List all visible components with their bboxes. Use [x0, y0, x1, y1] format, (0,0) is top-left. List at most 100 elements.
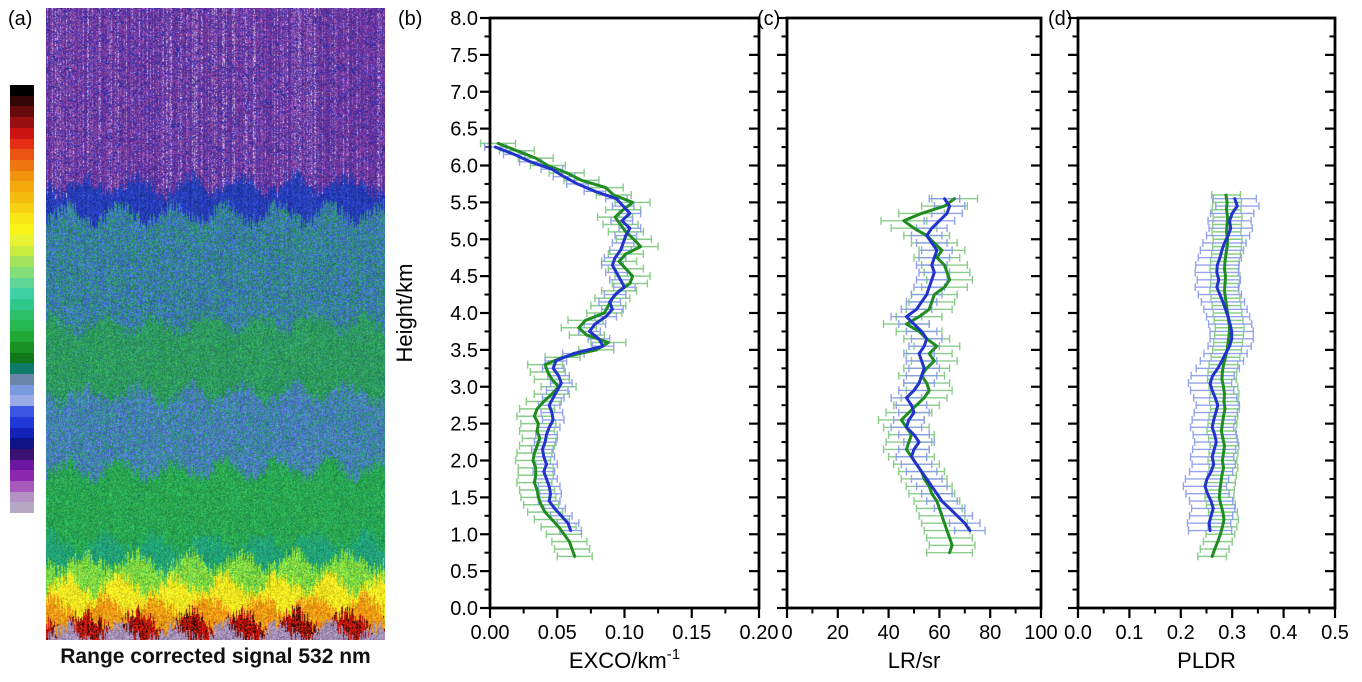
panel-(b): 0.0 0.5 1.0 1.5 2.0 2.5 3.0 3.5 4.0 4.5 5.0 5.5 6.0 6…	[392, 8, 778, 673]
x-tick-label: 0.20	[740, 622, 779, 644]
x-tick-label: 0.00	[471, 622, 510, 644]
x-tick-label: 0.10	[605, 622, 644, 644]
y-tick-label: 3.0	[450, 377, 478, 399]
y-tick-label: 4.0	[450, 303, 478, 325]
x-axis-title-main: PLDR	[1177, 648, 1236, 673]
y-tick-label: 7.5	[450, 45, 478, 67]
x-tick-label: 0.15	[672, 622, 711, 644]
colorbar-segment	[10, 277, 34, 289]
colorbar-segment	[10, 406, 34, 417]
colorbar-segment	[10, 95, 34, 107]
colorbar-segment	[10, 320, 34, 332]
x-axis-title-sup: -1	[667, 646, 680, 663]
colorbar-segment	[10, 192, 34, 203]
colorbar-segment	[10, 170, 34, 182]
colorbar-segment	[10, 256, 34, 267]
colorbar-segment	[10, 202, 34, 214]
x-tick-label: 100	[1024, 622, 1057, 644]
colorbar-segment	[10, 491, 34, 503]
colorbar-segment	[10, 138, 34, 150]
y-tick-label: 7.0	[450, 82, 478, 104]
colorbar-segment	[10, 213, 34, 225]
colorbar-segment	[10, 502, 34, 514]
y-tick-label: 4.5	[450, 266, 478, 288]
panel-(c): 0 20 40 60 80 100 LR/sr	[777, 16, 1058, 673]
panel-label-c: (c)	[757, 8, 781, 30]
profile-line-blue	[1203, 197, 1239, 533]
x-tick-label: 0	[781, 622, 792, 644]
x-tick-label: 0.4	[1270, 622, 1298, 644]
plot-box	[785, 16, 1043, 610]
y-tick-label: 5.0	[450, 229, 478, 251]
x-tick-label: 0.5	[1321, 622, 1349, 644]
panel-label-a: (a)	[8, 8, 33, 30]
plot-box	[488, 16, 761, 610]
colorbar-segment	[10, 181, 34, 193]
y-tick-label: 2.5	[450, 414, 478, 436]
plot-box	[1076, 16, 1337, 610]
y-tick-label: 2.0	[450, 451, 478, 473]
y-tick-label: 1.5	[450, 487, 478, 509]
colorbar-segment	[10, 427, 34, 439]
y-tick-label: 5.5	[450, 192, 478, 214]
colorbar-segment	[10, 266, 34, 278]
heatmap-canvas	[46, 8, 385, 640]
colorbar-segment	[10, 234, 34, 246]
y-tick-label: 6.5	[450, 119, 478, 141]
colorbar-segment	[10, 299, 34, 310]
colorbar-segment	[10, 224, 34, 235]
colorbar-segment	[10, 481, 34, 492]
colorbar-segment	[10, 309, 34, 321]
profile-line-green	[1210, 193, 1232, 558]
colorbar-segment	[10, 331, 34, 342]
x-axis-title-main: EXCO/km	[569, 648, 667, 673]
colorbar-segment	[10, 470, 34, 482]
colorbar-segment	[10, 395, 34, 407]
colorbar-segment	[10, 127, 34, 139]
x-tick-label: 40	[877, 622, 899, 644]
profile-line-green	[496, 141, 643, 558]
x-axis-title-main: LR/sr	[888, 648, 941, 673]
x-tick-label: 80	[979, 622, 1001, 644]
x-axis-title: LR/sr	[888, 648, 941, 673]
colorbar-segment	[10, 149, 34, 160]
colorbar-segment	[10, 341, 34, 353]
colorbar-segment	[10, 384, 34, 396]
colorbar-segment	[10, 373, 34, 385]
colorbar-segment	[10, 352, 34, 364]
colorbar-segment	[10, 438, 34, 449]
y-tick-label: 3.5	[450, 340, 478, 362]
y-tick-label: 6.0	[450, 156, 478, 178]
colorbar-segment	[10, 117, 34, 128]
x-tick-label: 20	[827, 622, 849, 644]
y-tick-label: 1.0	[450, 524, 478, 546]
x-axis-title: PLDR	[1177, 648, 1236, 673]
colorbar-segment	[10, 288, 34, 300]
colorbar-segment	[10, 363, 34, 374]
y-axis-title: Height/km	[392, 263, 417, 362]
x-tick-label: 0.05	[538, 622, 577, 644]
panel-(d): 0.0 0.1 0.2 0.3 0.4 0.5 PLDR	[1064, 16, 1349, 673]
colorbar-segment	[10, 106, 34, 118]
y-tick-label: 0.0	[450, 598, 478, 620]
x-tick-label: 0.1	[1115, 622, 1143, 644]
profile-line-blue	[904, 197, 972, 533]
colorbar	[10, 85, 34, 514]
x-tick-label: 0.2	[1167, 622, 1195, 644]
x-tick-label: 0.3	[1218, 622, 1246, 644]
x-tick-label: 0.0	[1064, 622, 1092, 644]
y-tick-label: 0.5	[450, 561, 478, 583]
panel-label-d: (d)	[1048, 8, 1073, 30]
y-tick-label: 8.0	[450, 8, 478, 30]
heatmap-caption: Range corrected signal 532 nm	[60, 645, 371, 668]
colorbar-segment	[10, 416, 34, 428]
colorbar-segment	[10, 245, 34, 257]
x-axis-title: EXCO/km-1	[569, 646, 680, 673]
colorbar-segment	[10, 159, 34, 171]
panel-label-b: (b)	[398, 8, 423, 30]
x-tick-label: 60	[928, 622, 950, 644]
colorbar-segment	[10, 459, 34, 471]
colorbar-segment	[10, 448, 34, 460]
colorbar-segment	[10, 85, 34, 96]
